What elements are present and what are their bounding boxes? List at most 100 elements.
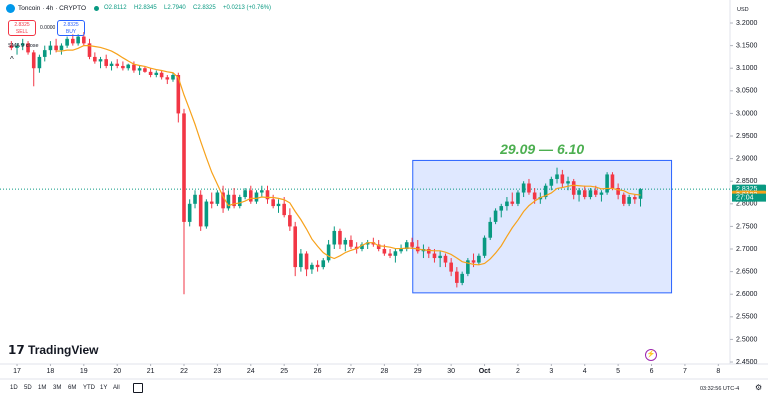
candle-body (432, 253, 437, 259)
candle-body (566, 181, 570, 184)
candle-body (198, 194, 203, 227)
candle-body (582, 190, 587, 198)
candle-body (555, 174, 559, 179)
range-button[interactable]: YTD (83, 385, 95, 391)
candle-body (449, 262, 453, 272)
candle-body (605, 174, 609, 193)
range-button[interactable]: 6M (68, 385, 77, 391)
candle-body (455, 271, 459, 283)
x-tick-label: 7 (683, 368, 687, 375)
range-button[interactable]: 1Y (100, 385, 108, 391)
sma-line (56, 45, 641, 266)
candle-body (310, 264, 314, 270)
candle-body (187, 203, 192, 222)
candle-body (293, 226, 298, 268)
sell-label: SELL (15, 29, 29, 35)
candle-body (248, 190, 253, 202)
status-dot (94, 6, 99, 11)
y-tick-label: 2.6500 (736, 268, 758, 275)
logo-text: TradingView (28, 343, 99, 357)
symbol: Toncoin · 4h · CRYPTO (18, 5, 87, 12)
candle-body (326, 244, 331, 261)
candle-body (93, 56, 97, 62)
candle-body (171, 74, 175, 80)
calendar-icon[interactable] (133, 383, 143, 393)
candle-body (87, 43, 92, 57)
price-tag-label: 2.8325 (736, 186, 758, 193)
x-tick-label: 28 (380, 368, 388, 375)
candle-body (121, 65, 125, 69)
y-tick-label: 3.1000 (736, 65, 758, 72)
range-button[interactable]: 1D (10, 385, 18, 391)
candle-body (193, 194, 197, 204)
high: H2.8345 (134, 5, 157, 11)
candle-body (388, 253, 392, 256)
candle-body (360, 244, 364, 250)
candle-body (560, 174, 565, 184)
low: L2.7940 (164, 5, 186, 11)
y-tick-label: 3.0500 (736, 88, 758, 95)
x-tick-label: 21 (147, 368, 155, 375)
candle-body (393, 251, 398, 256)
candle-body (588, 190, 593, 198)
collapse-chevron[interactable]: ^ (10, 55, 14, 64)
x-tick-label: 8 (716, 368, 720, 375)
buy-button[interactable]: 2.8325 BUY (57, 20, 85, 36)
range-box (412, 159, 673, 294)
candle-body (299, 253, 303, 268)
x-tick-label: 27 (347, 368, 355, 375)
x-tick-label: 18 (47, 368, 55, 375)
y-tick-label: 2.5500 (736, 314, 758, 321)
candle-body (31, 52, 36, 69)
sell-button[interactable]: 2.8325 SELL (8, 20, 36, 36)
candle-body (610, 174, 615, 188)
x-tick-label: 25 (280, 368, 288, 375)
candle-body (488, 221, 493, 238)
candle-body (237, 197, 242, 207)
candle-body (349, 239, 353, 247)
x-tick-label: 3 (549, 368, 553, 375)
candle-body (176, 74, 181, 114)
alert-icon[interactable]: ⚡ (645, 349, 657, 361)
candle-body (304, 253, 309, 270)
candle-body (493, 210, 498, 222)
y-tick-label: 2.4500 (736, 359, 758, 366)
candle-body (42, 50, 47, 57)
buy-label: BUY (65, 29, 77, 35)
y-tick-label: 2.7500 (736, 223, 758, 230)
settings-icon[interactable]: ⚙ (755, 383, 763, 392)
candle-body (404, 242, 409, 250)
candle-body (471, 260, 476, 263)
candle-body (59, 45, 64, 51)
range-button[interactable]: All (113, 385, 120, 391)
candle-body (143, 68, 147, 72)
candle-body (593, 190, 598, 195)
candle-body (26, 43, 30, 53)
candle-body (148, 71, 153, 75)
candle-body (221, 192, 225, 209)
logo: 𝟭𝟳 TradingView (8, 343, 99, 357)
candle-body (232, 194, 236, 207)
candle-body (543, 185, 548, 198)
candle-body (126, 64, 131, 69)
indicator-legend[interactable]: SMA 9 close (8, 43, 39, 49)
candle-body (627, 197, 631, 204)
candle-body (265, 190, 270, 200)
x-tick-label: Oct (479, 368, 491, 375)
candle-body (271, 199, 275, 207)
range-button[interactable]: 1M (38, 385, 47, 391)
y-tick-label: 2.5000 (736, 336, 758, 343)
range-button[interactable]: 5D (24, 385, 32, 391)
candle-body (65, 38, 69, 46)
candle-body (410, 242, 414, 247)
candle-body (282, 203, 286, 216)
candle-body (499, 206, 504, 211)
x-tick-label: 2 (516, 368, 520, 375)
candle-body (82, 36, 86, 44)
range-button[interactable]: 3M (53, 385, 62, 391)
candle-body (443, 255, 448, 263)
candle-body (527, 183, 531, 193)
candle-body (104, 59, 108, 66)
